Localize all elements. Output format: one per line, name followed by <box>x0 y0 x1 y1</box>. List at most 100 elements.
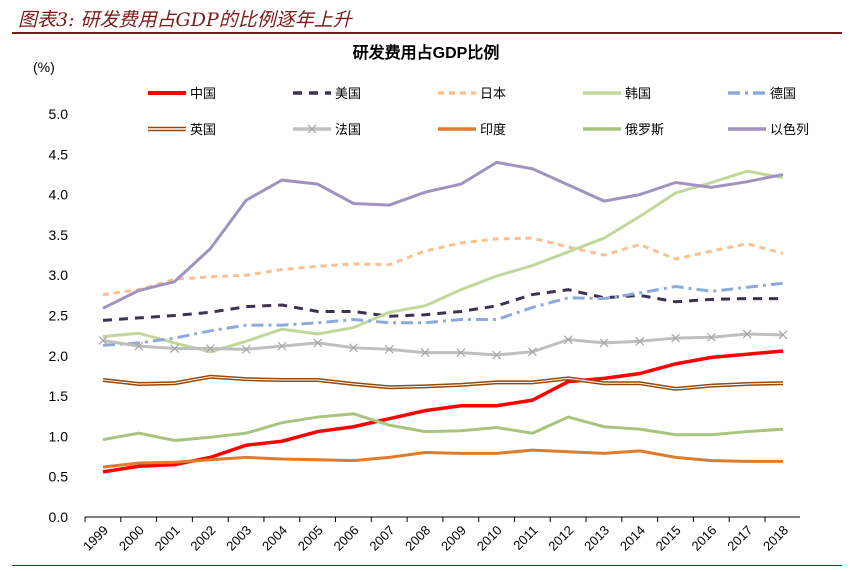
data-point: 以色列 2010: 4.4 <box>495 160 499 164</box>
series-line <box>102 349 784 474</box>
data-point: 韩国 2017: 4.29 <box>745 169 749 173</box>
data-point: 英国 2015: 1.59 <box>674 387 678 391</box>
data-point: 德国 2015: 2.86 <box>674 284 678 288</box>
data-point: 英国 2009: 1.64 <box>459 383 463 387</box>
data-point: 美国 2012: 2.82 <box>566 288 570 292</box>
data-point: 日本 2005: 3.11 <box>316 264 320 268</box>
legend-label: 美国 <box>335 86 361 101</box>
data-point: 韩国 2010: 2.99 <box>495 274 499 278</box>
data-point: 英国 2006: 1.65 <box>352 382 356 386</box>
data-point-marker <box>277 341 287 351</box>
data-point: 日本 2012: 3.35 <box>566 245 570 249</box>
legend-item: 日本 <box>438 86 506 101</box>
data-point: 法国 2007: 2.08 <box>387 347 391 351</box>
data-point: 美国 2008: 2.51 <box>423 313 427 317</box>
data-point: 中国 2018: 2.06 <box>781 349 785 353</box>
data-point: 印度 2018: 0.69 <box>781 459 785 463</box>
data-point: 英国 2012: 1.72 <box>566 376 570 380</box>
data-point-marker <box>635 336 645 346</box>
data-point-marker <box>706 332 716 342</box>
data-point: 美国 2011: 2.76 <box>530 293 534 297</box>
data-point: 以色列 2012: 4.12 <box>566 183 570 187</box>
data-point-marker <box>98 336 108 345</box>
data-point: 中国 2005: 1.06 <box>316 430 320 434</box>
data-point: 法国 2017: 2.27 <box>745 332 749 336</box>
data-point-marker <box>492 350 502 360</box>
data-point: 以色列 2017: 4.16 <box>745 180 749 184</box>
series-line-inner <box>102 376 784 390</box>
legend-item: 英国 <box>148 122 216 137</box>
legend-item: 俄罗斯 <box>583 122 664 137</box>
data-point: 日本 2009: 3.4 <box>459 241 463 245</box>
legend-label: 日本 <box>480 86 506 101</box>
data-point: 日本 1999: 2.76 <box>101 293 105 297</box>
data-point: 俄罗斯 2011: 1.04 <box>530 431 534 435</box>
data-point: 俄罗斯 2010: 1.11 <box>495 426 499 430</box>
series-line <box>102 412 784 442</box>
data-point: 俄罗斯 2018: 1.09 <box>781 427 785 431</box>
y-tick-label: 3.5 <box>49 227 69 243</box>
data-point: 日本 2007: 3.13 <box>387 263 391 267</box>
y-tick-label: 2.5 <box>49 308 69 324</box>
data-point: 韩国 2008: 2.62 <box>423 304 427 308</box>
data-point-marker <box>420 348 430 358</box>
data-point: 英国 1999: 1.7 <box>101 378 105 382</box>
x-tick-label: 2012 <box>545 523 576 554</box>
data-point: 美国 2018: 2.71 <box>781 297 785 301</box>
data-point: 中国 2014: 1.78 <box>638 372 642 376</box>
x-tick-label: 2010 <box>474 523 505 554</box>
data-point-marker <box>205 344 215 353</box>
y-tick-label: 0.0 <box>49 509 69 525</box>
header-divider <box>12 32 842 34</box>
data-point: 韩国 2006: 2.35 <box>352 326 356 330</box>
data-point: 德国 2012: 2.72 <box>566 296 570 300</box>
data-point: 法国 2002: 2.09 <box>208 347 212 351</box>
data-point: 日本 2017: 3.39 <box>745 242 749 246</box>
data-point: 印度 2001: 0.68 <box>173 460 177 464</box>
data-point: 英国 2004: 1.7 <box>280 378 284 382</box>
data-point: 德国 2004: 2.38 <box>280 323 284 327</box>
data-point: 德国 2007: 2.41 <box>387 321 391 325</box>
data-point: 中国 2006: 1.12 <box>352 425 356 429</box>
data-point-marker <box>599 338 609 348</box>
data-point: 日本 2015: 3.2 <box>674 257 678 261</box>
data-point: 俄罗斯 2009: 1.07 <box>459 429 463 433</box>
legend-item: 美国 <box>293 86 361 101</box>
data-point: 中国 2011: 1.45 <box>530 398 534 402</box>
data-point: 法国 2000: 2.12 <box>137 344 141 348</box>
series-法国: 法国 1999: 2.19 法国 2000: 2.12 法国 2001: 2.09 法… <box>98 329 788 360</box>
data-point: 德国 2018: 2.9 <box>781 281 785 285</box>
data-point: 中国 2009: 1.38 <box>459 404 463 408</box>
legend-item: 韩国 <box>583 86 651 101</box>
data-point: 中国 2010: 1.38 <box>495 404 499 408</box>
x-tick-label: 2000 <box>116 523 147 554</box>
data-point: 中国 2013: 1.72 <box>602 376 606 380</box>
data-point: 美国 2004: 2.63 <box>280 303 284 307</box>
data-point: 德国 2016: 2.8 <box>709 289 713 293</box>
y-axis-label: (%) <box>33 59 55 75</box>
data-point: 德国 2006: 2.45 <box>352 318 356 322</box>
legend-label: 印度 <box>480 122 506 137</box>
data-point: 美国 2003: 2.61 <box>244 305 248 309</box>
data-point: 以色列 2001: 2.92 <box>173 280 177 284</box>
x-tick-label: 2016 <box>688 523 719 554</box>
data-point: 英国 2001: 1.66 <box>173 381 177 385</box>
data-point: 法国 2004: 2.12 <box>280 344 284 348</box>
data-point: 中国 2016: 1.98 <box>709 355 713 359</box>
data-point: 俄罗斯 2005: 1.24 <box>316 415 320 419</box>
data-point: 美国 2016: 2.7 <box>709 297 713 301</box>
data-point: 印度 2015: 0.74 <box>674 455 678 459</box>
series-韩国: 韩国 1999: 2.24 韩国 2000: 2.28 韩国 2001: 2.16 韩… <box>102 169 784 354</box>
x-tick-label: 2009 <box>438 523 469 554</box>
data-point: 俄罗斯 2002: 0.99 <box>208 435 212 439</box>
data-point: 美国 1999: 2.44 <box>101 318 105 322</box>
data-point: 以色列 2009: 4.13 <box>459 182 463 186</box>
data-point: 俄罗斯 2001: 0.95 <box>173 438 177 442</box>
series-日本: 日本 1999: 2.76日本 2000: 2.82日本 2001: 2.95日… <box>101 236 784 297</box>
x-tick-label: 2015 <box>653 523 684 554</box>
data-point: 美国 2002: 2.54 <box>208 310 212 314</box>
data-point: 中国 2007: 1.22 <box>387 417 391 421</box>
series-line <box>102 236 784 297</box>
data-point: 法国 2010: 2.01 <box>495 353 499 357</box>
data-point: 英国 2007: 1.61 <box>387 385 391 389</box>
